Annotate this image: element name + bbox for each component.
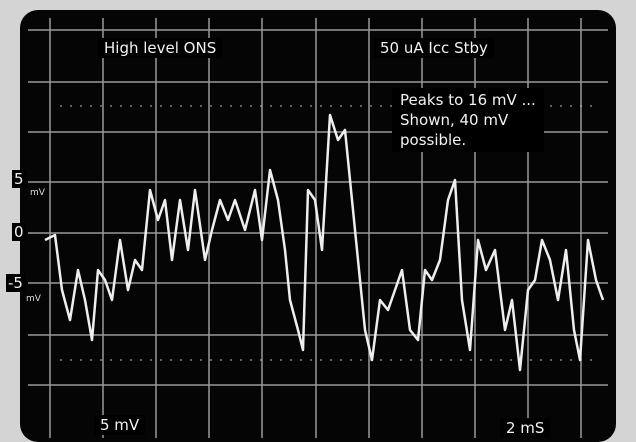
scale-zero: 0 [12, 223, 26, 241]
note-line: Peaks to 16 mV ... [400, 90, 536, 110]
footer-volts: 5 mV [94, 415, 145, 435]
note-line: Shown, 40 mV [400, 110, 536, 130]
footer-time: 2 mS [500, 418, 550, 438]
scale-upper: 5 [12, 170, 26, 188]
scope-photo: High level ONS 50 uA Icc Stby Peaks to 1… [0, 0, 636, 442]
header-left: High level ONS [98, 38, 222, 58]
note-line: possible. [400, 130, 536, 150]
scale-lower-unit: mV [26, 294, 41, 304]
scale-lower: -5 [6, 274, 25, 292]
scale-upper-unit: mV [30, 188, 45, 198]
scope-screen [0, 0, 636, 442]
note: Peaks to 16 mV ... Shown, 40 mV possible… [392, 88, 544, 152]
header-right: 50 uA Icc Stby [374, 38, 494, 58]
